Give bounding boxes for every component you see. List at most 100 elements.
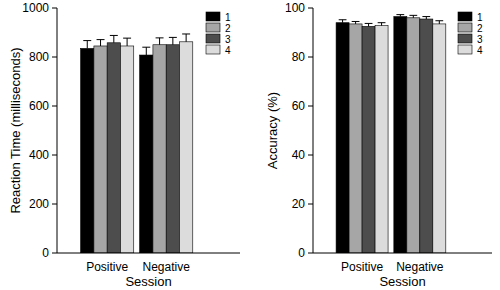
- y-tick: [308, 57, 313, 58]
- bar: [420, 19, 433, 253]
- y-axis: [57, 8, 58, 253]
- error-bar: [378, 23, 386, 26]
- marks: [81, 34, 193, 253]
- error-cap: [365, 23, 373, 24]
- x-axis: [57, 253, 240, 254]
- x-axis-label: Session: [125, 274, 171, 289]
- legend-swatch: [206, 34, 220, 43]
- legend-label: 1: [225, 12, 231, 23]
- error-line: [100, 40, 101, 46]
- legend-label: 2: [477, 23, 483, 34]
- legend-label: 3: [225, 34, 231, 45]
- bar: [140, 55, 153, 253]
- error-cap: [156, 37, 164, 38]
- page: {"chart_data": [ {"type": "bar", "x_labe…: [0, 0, 500, 290]
- bar: [336, 23, 349, 253]
- legend: 1234: [458, 12, 483, 56]
- y-tick: [308, 155, 313, 156]
- error-cap: [409, 15, 417, 16]
- bar: [81, 48, 94, 253]
- y-tick-label: 100: [285, 1, 305, 15]
- y-tick: [52, 57, 57, 58]
- bar: [407, 18, 420, 253]
- legend-swatch: [206, 45, 220, 54]
- error-bar: [123, 38, 131, 46]
- y-tick-label: 600: [29, 99, 49, 113]
- error-cap: [352, 21, 360, 22]
- error-line: [146, 47, 147, 55]
- y-tick: [52, 204, 57, 205]
- error-line: [159, 38, 160, 45]
- error-line: [87, 41, 88, 49]
- x-tick-label: Positive: [341, 260, 383, 274]
- y-tick: [308, 253, 313, 254]
- bar: [107, 43, 120, 253]
- legend-swatch: [206, 23, 220, 32]
- legend-swatch: [458, 12, 472, 21]
- error-cap: [142, 47, 150, 48]
- error-line: [113, 35, 114, 42]
- legend-label: 4: [477, 45, 483, 56]
- error-cap: [123, 38, 131, 39]
- error-bar: [169, 37, 177, 44]
- error-bar: [365, 23, 373, 26]
- y-tick-label: 0: [298, 246, 305, 260]
- error-line: [127, 38, 128, 46]
- bar: [166, 45, 179, 253]
- y-tick: [308, 106, 313, 107]
- bar: [120, 46, 133, 253]
- y-tick: [52, 253, 57, 254]
- y-tick-label: 200: [29, 197, 49, 211]
- y-axis: [313, 8, 314, 253]
- y-tick-label: 80: [292, 50, 306, 64]
- error-bar: [352, 21, 360, 23]
- legend-swatch: [458, 23, 472, 32]
- y-tick: [52, 155, 57, 156]
- error-cap: [169, 37, 177, 38]
- error-bar: [156, 38, 164, 45]
- figure: 02004006008001000PositiveNegativeSession…: [0, 0, 500, 290]
- legend-label: 2: [225, 23, 231, 34]
- x-tick-label: Positive: [86, 260, 128, 274]
- y-tick-label: 400: [29, 148, 49, 162]
- error-cap: [422, 16, 430, 17]
- bar: [94, 46, 107, 253]
- error-bar: [83, 41, 91, 49]
- error-bar: [182, 34, 190, 42]
- y-tick: [52, 8, 57, 9]
- error-line: [172, 37, 173, 44]
- error-bar: [409, 15, 417, 17]
- legend-swatch: [458, 34, 472, 43]
- x-tick-label: Negative: [143, 260, 191, 274]
- x-axis-label: Session: [379, 274, 425, 289]
- y-tick: [308, 8, 313, 9]
- legend-label: 1: [477, 12, 483, 23]
- error-bar: [110, 35, 118, 42]
- error-bar: [422, 17, 430, 19]
- chart: 020406080100PositiveNegativeSessionAccur…: [265, 1, 492, 289]
- x-tick-label: Negative: [396, 260, 444, 274]
- error-bar: [396, 15, 404, 17]
- y-axis-label: Reaction Time (milliseconds): [8, 47, 23, 213]
- y-axis-label: Accuracy (%): [265, 92, 280, 169]
- y-tick: [52, 106, 57, 107]
- error-bar: [97, 40, 105, 46]
- error-cap: [182, 33, 190, 34]
- y-tick-label: 800: [29, 50, 49, 64]
- x-axis: [313, 253, 492, 254]
- y-tick: [308, 204, 313, 205]
- legend-swatch: [458, 45, 472, 54]
- error-cap: [83, 40, 91, 41]
- error-cap: [435, 20, 443, 21]
- y-tick-label: 60: [292, 99, 306, 113]
- y-tick-label: 20: [292, 197, 306, 211]
- error-cap: [110, 35, 118, 36]
- error-bar: [142, 47, 150, 55]
- y-tick-label: 0: [42, 246, 49, 260]
- bar: [362, 26, 375, 253]
- bar: [179, 42, 192, 253]
- error-cap: [97, 39, 105, 40]
- legend-swatch: [206, 12, 220, 21]
- bar: [349, 24, 362, 253]
- bar: [394, 17, 407, 253]
